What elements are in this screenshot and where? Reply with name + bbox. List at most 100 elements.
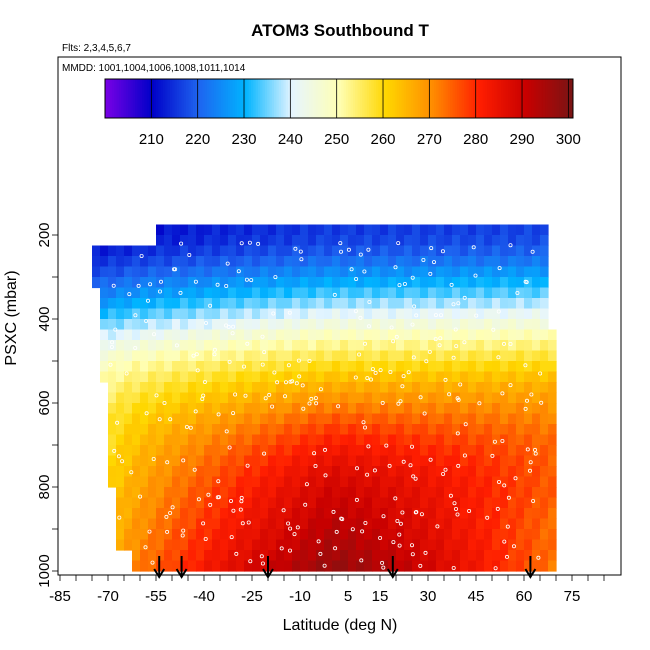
heatmap-cell <box>244 224 253 236</box>
heatmap-cell <box>316 508 325 520</box>
heatmap-cell <box>372 529 381 541</box>
heatmap-cell <box>300 287 309 299</box>
heatmap-cell <box>476 476 485 488</box>
heatmap-cell <box>396 455 405 467</box>
heatmap-cell <box>180 224 189 236</box>
heatmap-cell <box>260 298 269 310</box>
sample-point <box>477 401 482 406</box>
heatmap-cell <box>196 476 205 488</box>
heatmap-cell <box>260 287 269 299</box>
heatmap-cell <box>412 350 421 362</box>
heatmap-cell <box>284 424 293 436</box>
heatmap-cell <box>284 245 293 257</box>
heatmap-cell <box>340 382 349 394</box>
heatmap-cell <box>140 434 149 446</box>
heatmap-cell <box>204 287 213 299</box>
heatmap-cell <box>524 224 533 236</box>
heatmap-cell <box>204 266 213 278</box>
heatmap-cell <box>228 445 237 457</box>
heatmap-cell <box>300 455 309 467</box>
sample-point <box>127 292 132 297</box>
heatmap-cell <box>460 529 469 541</box>
heatmap-cell <box>308 539 317 551</box>
heatmap-cell <box>276 277 285 289</box>
heatmap-cell <box>388 497 397 509</box>
heatmap-cell <box>460 424 469 436</box>
heatmap-cell <box>260 529 269 541</box>
heatmap-cell <box>340 256 349 268</box>
plot-frame <box>57 56 622 576</box>
heatmap-cell <box>324 277 333 289</box>
heatmap-cell <box>396 539 405 551</box>
heatmap-cell <box>316 266 325 278</box>
sample-point <box>452 501 457 506</box>
heatmap-cell <box>316 518 325 530</box>
heatmap-cell <box>532 256 541 268</box>
sample-point <box>267 392 272 397</box>
heatmap-cell <box>508 476 517 488</box>
heatmap-cell <box>444 382 453 394</box>
heatmap-cell <box>292 466 301 478</box>
heatmap-cell <box>284 224 293 236</box>
sample-point <box>164 514 169 519</box>
colorbar-segment <box>559 79 562 118</box>
heatmap-cell <box>348 277 357 289</box>
heatmap-cell <box>132 539 141 551</box>
heatmap-cell <box>140 382 149 394</box>
heatmap-cell <box>204 371 213 383</box>
x-tick-label: -70 <box>97 588 119 605</box>
heatmap-cell <box>164 235 173 247</box>
heatmap-cell <box>252 329 261 341</box>
heatmap-cell <box>460 497 469 509</box>
heatmap-cell <box>268 256 277 268</box>
colorbar-segment <box>253 79 256 118</box>
heatmap-cell <box>196 392 205 404</box>
heatmap-cell <box>148 508 157 520</box>
heatmap-cell <box>532 266 541 278</box>
heatmap-cell <box>348 224 357 236</box>
heatmap-cell <box>372 403 381 415</box>
heatmap-cell <box>500 424 509 436</box>
heatmap-cell <box>460 518 469 530</box>
heatmap-cell <box>340 403 349 415</box>
heatmap-cell <box>244 256 253 268</box>
heatmap-cell <box>228 361 237 373</box>
heatmap-cell <box>476 224 485 236</box>
heatmap-cell <box>132 550 141 562</box>
heatmap-cell <box>500 371 509 383</box>
heatmap-cell <box>428 340 437 352</box>
heatmap-cell <box>484 392 493 404</box>
colorbar-segment <box>318 79 321 118</box>
heatmap-cell <box>156 434 165 446</box>
heatmap-cell <box>356 340 365 352</box>
sample-point <box>259 554 264 559</box>
colorbar-segment <box>540 79 544 118</box>
heatmap-cell <box>140 550 149 562</box>
heatmap-cell <box>468 466 477 478</box>
heatmap-cell <box>196 413 205 425</box>
heatmap-cell <box>300 298 309 310</box>
heatmap-cell <box>292 371 301 383</box>
heatmap-cell <box>292 392 301 404</box>
sample-point <box>179 241 184 246</box>
heatmap-cell <box>148 266 157 278</box>
heatmap-cell <box>324 287 333 299</box>
sample-point <box>508 341 513 346</box>
heatmap-cell <box>508 319 517 331</box>
heatmap-cell <box>428 298 437 310</box>
heatmap-cell <box>180 413 189 425</box>
heatmap-cell <box>140 529 149 541</box>
heatmap-cell <box>156 340 165 352</box>
heatmap-cell <box>308 329 317 341</box>
heatmap-cell <box>332 424 341 436</box>
heatmap-cell <box>116 329 125 341</box>
heatmap-cell <box>460 361 469 373</box>
heatmap-cell <box>444 287 453 299</box>
heatmap-cell <box>356 413 365 425</box>
sample-point <box>246 520 251 525</box>
heatmap-cell <box>380 424 389 436</box>
heatmap-cell <box>316 224 325 236</box>
sample-point <box>496 309 501 314</box>
heatmap-cell <box>436 476 445 488</box>
heatmap-cell <box>452 529 461 541</box>
